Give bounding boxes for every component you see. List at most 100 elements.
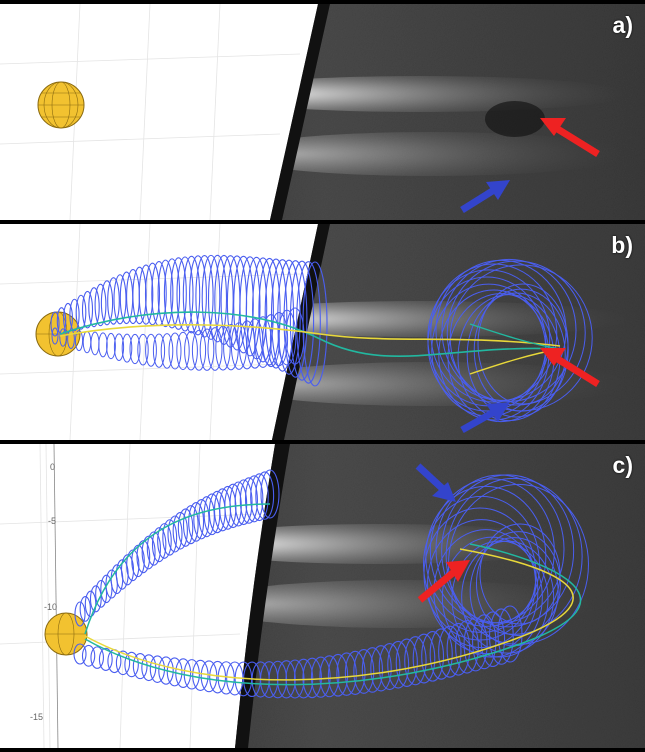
panel-a: a): [0, 4, 645, 220]
rope-coil: [260, 469, 280, 519]
rope-coil: [98, 647, 113, 671]
panel-b-canvas: [0, 224, 645, 440]
rope-coil: [258, 257, 281, 366]
rope-coil: [451, 540, 549, 658]
panel-c: c) 0 -5 -10 -15: [0, 444, 645, 748]
rope-coil: [233, 255, 254, 354]
rope-coil: [344, 650, 366, 695]
rope-coil: [172, 511, 188, 550]
rope-coil: [195, 254, 214, 338]
rope-coil: [395, 638, 418, 687]
blue-arrow-icon: [415, 463, 456, 502]
rope-coil: [189, 255, 207, 336]
rope-coil: [283, 260, 308, 378]
rope-coil: [445, 477, 583, 635]
rope-coil: [163, 258, 181, 329]
rope-coil: [95, 579, 108, 608]
occulter-edge: [235, 444, 290, 748]
rope-coil: [177, 508, 194, 547]
rope-coil: [446, 260, 586, 406]
rope-coil: [370, 645, 392, 692]
rope-coil: [100, 574, 113, 604]
rope-coil: [475, 531, 561, 637]
rope-coil: [151, 527, 167, 563]
rope-coil: [461, 540, 555, 654]
rope-coil: [319, 655, 340, 698]
rope-coil: [285, 307, 305, 365]
rope-coil: [421, 631, 445, 682]
rope-coil: [277, 259, 301, 375]
rope-coil: [115, 650, 131, 676]
rope-strand: [84, 548, 574, 681]
rope-coil: [302, 657, 322, 699]
rope-coil: [145, 333, 157, 367]
rope-coil: [472, 614, 497, 670]
rope-coil: [441, 258, 577, 402]
rope-coil: [176, 331, 190, 371]
rope-coil: [270, 259, 295, 372]
rope-coil: [126, 549, 140, 582]
rope-coil: [94, 283, 107, 327]
rope-coil: [136, 540, 151, 574]
rope-coil: [138, 264, 154, 325]
rope-coil: [404, 636, 427, 686]
rope-coil: [264, 258, 288, 369]
rope-coil: [239, 477, 258, 524]
panel-a-canvas: [0, 4, 645, 220]
rope-coil: [81, 644, 96, 667]
model-grid: [0, 224, 301, 440]
occulter-edge: [270, 4, 330, 220]
flux-rope: [73, 469, 589, 699]
rope-coil: [157, 523, 172, 559]
rope-coil: [441, 474, 575, 628]
model-view-background: [0, 4, 318, 220]
rope-coil: [438, 625, 462, 678]
rope-coil: [74, 330, 84, 352]
rope-coil: [129, 333, 141, 365]
rope-coil: [289, 260, 315, 381]
rope-coil: [157, 259, 174, 328]
rope-coil: [480, 611, 506, 668]
blue-arrow-icon: [460, 180, 510, 213]
rope-coil: [141, 535, 156, 570]
rope-coil: [430, 263, 558, 403]
panel-b: b): [0, 224, 645, 440]
rope-coil: [441, 536, 543, 658]
rope-coil: [223, 323, 239, 371]
streamer-lower: [200, 580, 600, 628]
rope-coil: [152, 333, 166, 368]
rope-strand: [84, 543, 582, 686]
rope-coil: [162, 519, 178, 556]
rope-coil: [455, 620, 479, 674]
rope-coil: [327, 653, 349, 697]
rope-coil: [446, 622, 471, 676]
rope-coil: [184, 330, 198, 371]
rope-coil: [435, 259, 567, 401]
sun-icon: [44, 612, 88, 656]
rope-coil: [79, 596, 91, 622]
rope-coil: [113, 274, 127, 325]
rope-coil: [234, 479, 253, 526]
rope-coil: [269, 311, 289, 367]
rope-strand: [59, 324, 561, 347]
rope-coil: [168, 332, 182, 370]
rope-coil: [69, 298, 80, 332]
axis-tick-2: -10: [44, 602, 58, 612]
rope-coil: [167, 515, 183, 553]
rope-coil: [255, 471, 275, 520]
rope-coil: [158, 656, 174, 685]
rope-coil: [63, 302, 73, 333]
rope-coil: [336, 652, 357, 696]
rope-coil: [50, 311, 60, 337]
dark-cavity: [485, 101, 545, 137]
rope-strand: [84, 503, 271, 635]
streamer-lower: [230, 132, 630, 176]
model-grid: [0, 444, 261, 748]
axis-tick-1: -5: [48, 516, 57, 526]
panel-c-canvas: [0, 444, 645, 748]
rope-strand: [59, 311, 561, 358]
rope-coil: [120, 554, 135, 586]
rope-coil: [182, 505, 199, 545]
rope-coil: [229, 481, 248, 527]
